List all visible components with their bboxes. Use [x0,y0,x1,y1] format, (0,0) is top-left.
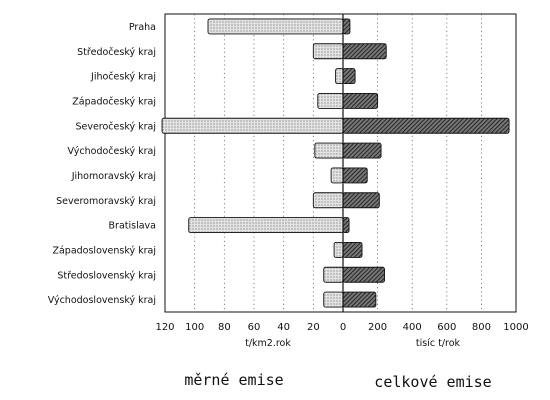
bar-specific-emissions [207,18,344,35]
category-label: Středočeský kraj [77,47,156,58]
category-label: Východoslovenský kraj [48,295,156,306]
category-label: Středoslovenský kraj [57,270,156,281]
bar-specific-emissions [317,92,344,109]
bar-total-emissions [342,43,387,60]
bar-specific-emissions [330,167,344,184]
bar-total-emissions [342,167,368,184]
category-label: Východočeský kraj [68,146,156,157]
category-labels: Praha Středočeský kraj Jihočeský kraj Západ… [48,22,156,306]
category-label: Praha [129,22,156,33]
bar-total-emissions [342,217,350,234]
right-tick-label: 600 [437,322,456,333]
left-tick-label: 60 [248,322,261,333]
bar-specific-emissions [312,192,344,209]
left-tick-label: 80 [218,322,231,333]
left-region-title: měrné emise [184,371,283,389]
bar-specific-emissions [333,241,344,258]
bar-total-emissions [342,266,385,283]
bar-total-emissions [342,18,351,35]
bar-total-emissions [342,92,379,109]
left-tick-label: 20 [307,322,320,333]
bar-total-emissions [342,117,510,134]
grid-lines [194,14,482,312]
bar-total-emissions [342,142,382,159]
category-label: Jihočeský kraj [90,72,156,83]
tick-labels: 120 100 80 60 40 20 0 200 400 600 800 1000 [155,322,528,333]
right-tick-label: 200 [368,322,387,333]
right-tick-label: 800 [472,322,491,333]
bar-total-emissions [342,68,356,85]
right-axis-label: tisíc t/rok [416,338,461,349]
bar-specific-emissions [314,142,344,159]
bar-total-emissions [342,241,363,258]
left-axis-label: t/km2.rok [245,338,291,349]
right-tick-label: 400 [403,322,422,333]
bars [161,18,510,308]
category-label: Bratislava [109,221,156,232]
category-label: Západoslovenský kraj [52,245,156,256]
left-tick-label: 0 [340,322,346,333]
category-label: Severomoravský kraj [56,196,156,207]
bar-specific-emissions [323,291,344,308]
category-label: Severočeský kraj [75,121,156,132]
plot-frame [164,13,517,313]
bar-specific-emissions [335,68,344,85]
bar-specific-emissions [161,117,344,134]
category-label: Jihomoravský kraj [71,171,156,182]
left-tick-label: 120 [155,322,174,333]
bar-total-emissions [342,291,377,308]
bar-total-emissions [342,192,380,209]
left-tick-label: 100 [185,322,204,333]
bar-specific-emissions [312,43,344,60]
bar-specific-emissions [323,266,344,283]
bar-specific-emissions [188,217,344,234]
right-tick-label: 1000 [503,322,528,333]
right-region-title: celkové emise [374,373,491,391]
category-label: Západočeský kraj [72,96,156,107]
left-tick-label: 40 [277,322,290,333]
